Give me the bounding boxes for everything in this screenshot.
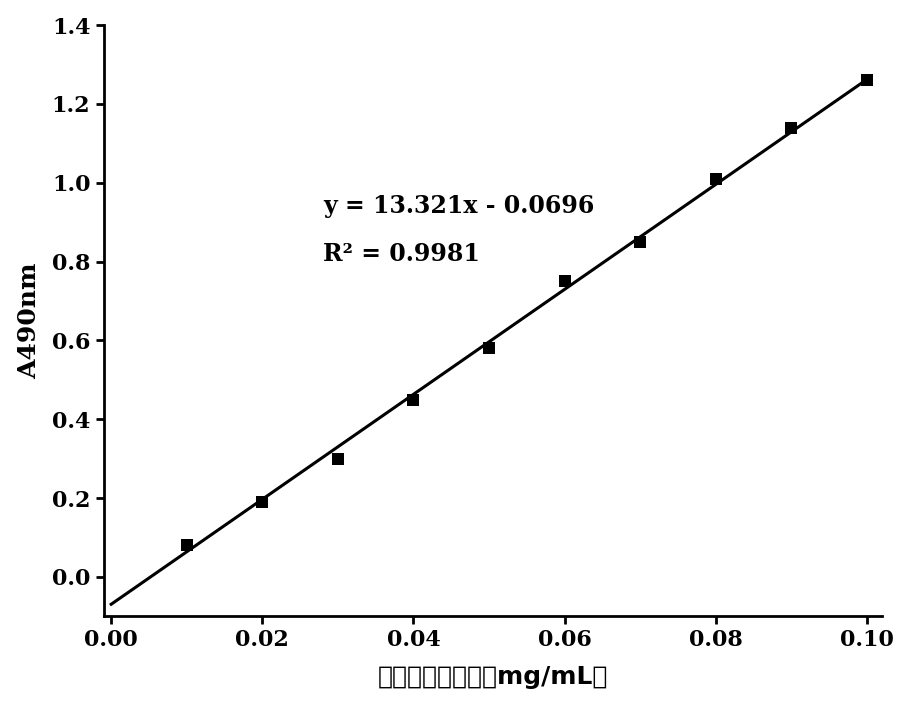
Point xyxy=(179,539,194,551)
X-axis label: 葫葡糖溶液浓度（mg/mL）: 葫葡糖溶液浓度（mg/mL） xyxy=(377,665,608,689)
Point xyxy=(783,122,798,133)
Point xyxy=(859,75,874,86)
Point xyxy=(708,173,722,184)
Y-axis label: A490nm: A490nm xyxy=(16,263,41,379)
Text: R² = 0.9981: R² = 0.9981 xyxy=(322,241,479,265)
Text: y = 13.321x - 0.0696: y = 13.321x - 0.0696 xyxy=(322,194,593,218)
Point xyxy=(481,342,496,354)
Point xyxy=(405,394,420,405)
Point xyxy=(331,453,345,465)
Point xyxy=(632,237,647,248)
Point xyxy=(255,496,270,508)
Point xyxy=(557,275,571,287)
